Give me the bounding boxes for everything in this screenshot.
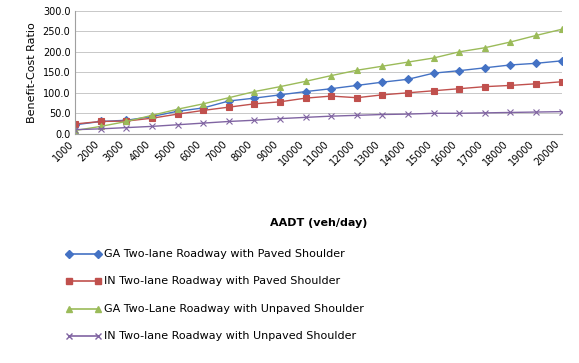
IN Two-lane Roadway with Paved Shoulder — [456, 86, 463, 91]
IN Two-lane Roadway with Paved Shoulder — [328, 94, 335, 98]
IN Two-lane Roadway with Unpaved Shoulder — [200, 121, 207, 125]
IN Two-lane Roadway with Paved Shoulder — [225, 105, 232, 109]
GA Two-lane Roadway with Paved Shoulder — [405, 77, 412, 81]
GA Two-lane Roadway with Paved Shoulder — [72, 123, 79, 127]
GA Two-Lane Roadway with Unpaved Shoulder — [97, 124, 104, 129]
GA Two-Lane Roadway with Unpaved Shoulder — [533, 33, 540, 38]
IN Two-lane Roadway with Paved Shoulder — [533, 82, 540, 86]
IN Two-lane Roadway with Paved Shoulder — [251, 102, 258, 106]
IN Two-lane Roadway with Paved Shoulder — [174, 112, 181, 116]
GA Two-Lane Roadway with Unpaved Shoulder — [302, 79, 309, 83]
GA Two-lane Roadway with Paved Shoulder — [123, 118, 130, 122]
IN Two-lane Roadway with Unpaved Shoulder — [149, 124, 156, 129]
IN Two-lane Roadway with Paved Shoulder — [481, 85, 488, 89]
GA Two-lane Roadway with Paved Shoulder — [430, 71, 437, 75]
GA Two-lane Roadway with Paved Shoulder — [353, 83, 360, 87]
IN Two-lane Roadway with Paved Shoulder — [123, 119, 130, 123]
IN Two-lane Roadway with Unpaved Shoulder — [123, 126, 130, 130]
GA Two-lane Roadway with Paved Shoulder — [174, 109, 181, 113]
IN Two-lane Roadway with Unpaved Shoulder — [353, 113, 360, 118]
GA Two-Lane Roadway with Unpaved Shoulder — [353, 68, 360, 73]
IN Two-lane Roadway with Unpaved Shoulder — [379, 112, 386, 117]
IN Two-lane Roadway with Paved Shoulder — [430, 89, 437, 93]
IN Two-lane Roadway with Unpaved Shoulder — [277, 117, 284, 121]
GA Two-lane Roadway with Paved Shoulder — [328, 86, 335, 91]
IN Two-lane Roadway with Paved Shoulder — [353, 95, 360, 100]
GA Two-Lane Roadway with Unpaved Shoulder — [72, 128, 79, 132]
Text: IN Two-lane Roadway with Unpaved Shoulder: IN Two-lane Roadway with Unpaved Shoulde… — [104, 331, 356, 341]
IN Two-lane Roadway with Paved Shoulder — [277, 99, 284, 104]
GA Two-Lane Roadway with Unpaved Shoulder — [251, 89, 258, 94]
Text: IN Two-lane Roadway with Paved Shoulder: IN Two-lane Roadway with Paved Shoulder — [104, 276, 340, 286]
Text: GA Two-Lane Roadway with Unpaved Shoulder: GA Two-Lane Roadway with Unpaved Shoulde… — [104, 303, 364, 314]
GA Two-Lane Roadway with Unpaved Shoulder — [558, 27, 565, 32]
IN Two-lane Roadway with Paved Shoulder — [97, 119, 104, 124]
GA Two-lane Roadway with Paved Shoulder — [302, 89, 309, 94]
GA Two-Lane Roadway with Unpaved Shoulder — [149, 113, 156, 118]
IN Two-lane Roadway with Paved Shoulder — [507, 83, 514, 87]
GA Two-Lane Roadway with Unpaved Shoulder — [328, 73, 335, 78]
GA Two-Lane Roadway with Unpaved Shoulder — [379, 64, 386, 68]
GA Two-lane Roadway with Paved Shoulder — [456, 69, 463, 73]
IN Two-lane Roadway with Paved Shoulder — [405, 91, 412, 95]
IN Two-lane Roadway with Unpaved Shoulder — [533, 110, 540, 114]
GA Two-lane Roadway with Paved Shoulder — [481, 66, 488, 70]
IN Two-lane Roadway with Unpaved Shoulder — [97, 127, 104, 131]
Text: GA Two-lane Roadway with Paved Shoulder: GA Two-lane Roadway with Paved Shoulder — [104, 249, 345, 259]
Line: GA Two-Lane Roadway with Unpaved Shoulder: GA Two-Lane Roadway with Unpaved Shoulde… — [72, 26, 565, 134]
IN Two-lane Roadway with Unpaved Shoulder — [302, 115, 309, 119]
GA Two-lane Roadway with Paved Shoulder — [225, 99, 232, 103]
IN Two-lane Roadway with Unpaved Shoulder — [430, 111, 437, 115]
IN Two-lane Roadway with Unpaved Shoulder — [558, 110, 565, 114]
Line: IN Two-lane Roadway with Paved Shoulder: IN Two-lane Roadway with Paved Shoulder — [72, 79, 565, 127]
IN Two-lane Roadway with Unpaved Shoulder — [507, 110, 514, 115]
GA Two-Lane Roadway with Unpaved Shoulder — [123, 119, 130, 124]
GA Two-lane Roadway with Paved Shoulder — [379, 80, 386, 84]
GA Two-Lane Roadway with Unpaved Shoulder — [430, 56, 437, 60]
GA Two-Lane Roadway with Unpaved Shoulder — [225, 95, 232, 100]
GA Two-lane Roadway with Paved Shoulder — [251, 96, 258, 100]
IN Two-lane Roadway with Paved Shoulder — [149, 116, 156, 121]
Line: IN Two-lane Roadway with Unpaved Shoulder: IN Two-lane Roadway with Unpaved Shoulde… — [72, 108, 565, 133]
GA Two-lane Roadway with Paved Shoulder — [149, 114, 156, 119]
IN Two-lane Roadway with Paved Shoulder — [302, 96, 309, 100]
Text: AADT (veh/day): AADT (veh/day) — [270, 218, 367, 228]
GA Two-Lane Roadway with Unpaved Shoulder — [456, 50, 463, 54]
IN Two-lane Roadway with Unpaved Shoulder — [481, 111, 488, 115]
GA Two-Lane Roadway with Unpaved Shoulder — [174, 107, 181, 111]
GA Two-lane Roadway with Paved Shoulder — [277, 93, 284, 97]
GA Two-lane Roadway with Paved Shoulder — [558, 59, 565, 63]
GA Two-lane Roadway with Paved Shoulder — [533, 61, 540, 65]
IN Two-lane Roadway with Unpaved Shoulder — [328, 114, 335, 118]
GA Two-Lane Roadway with Unpaved Shoulder — [481, 46, 488, 50]
GA Two-lane Roadway with Paved Shoulder — [200, 106, 207, 110]
GA Two-Lane Roadway with Unpaved Shoulder — [200, 102, 207, 106]
GA Two-Lane Roadway with Unpaved Shoulder — [277, 85, 284, 89]
Y-axis label: Benefit-Cost Ratio: Benefit-Cost Ratio — [27, 22, 37, 123]
GA Two-lane Roadway with Paved Shoulder — [97, 119, 104, 124]
IN Two-lane Roadway with Unpaved Shoulder — [251, 118, 258, 122]
IN Two-lane Roadway with Paved Shoulder — [200, 108, 207, 113]
IN Two-lane Roadway with Unpaved Shoulder — [174, 123, 181, 127]
IN Two-lane Roadway with Unpaved Shoulder — [456, 111, 463, 115]
IN Two-lane Roadway with Unpaved Shoulder — [225, 119, 232, 124]
Line: GA Two-lane Roadway with Paved Shoulder: GA Two-lane Roadway with Paved Shoulder — [72, 58, 565, 127]
IN Two-lane Roadway with Paved Shoulder — [379, 93, 386, 97]
GA Two-lane Roadway with Paved Shoulder — [507, 63, 514, 67]
GA Two-Lane Roadway with Unpaved Shoulder — [507, 40, 514, 44]
GA Two-Lane Roadway with Unpaved Shoulder — [405, 60, 412, 64]
IN Two-lane Roadway with Paved Shoulder — [72, 122, 79, 126]
IN Two-lane Roadway with Paved Shoulder — [558, 79, 565, 84]
IN Two-lane Roadway with Unpaved Shoulder — [72, 127, 79, 132]
IN Two-lane Roadway with Unpaved Shoulder — [405, 112, 412, 116]
